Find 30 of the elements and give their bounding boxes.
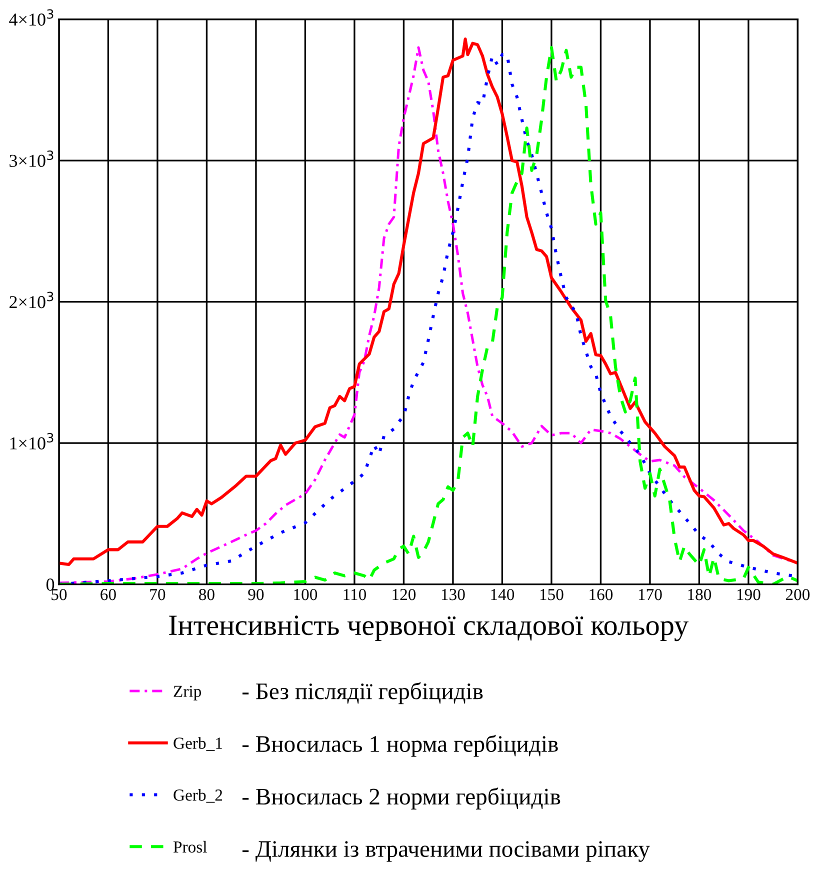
x-tick-label: 100 — [294, 588, 318, 600]
legend-label: Gerb_1 — [174, 737, 222, 751]
legend-label: Prosl — [173, 840, 207, 853]
x-tick-label: 60 — [100, 588, 116, 600]
text: - Вносилась 2 норми гербіцидів — [242, 788, 560, 810]
y-tick-label: 3×10$^{3}$ — [10, 150, 54, 167]
y-tick-label: 4×10$^{3}$ — [9, 9, 54, 26]
text: - Вносилась 1 норма гербіцидів — [242, 734, 558, 757]
x-tick-label: 110 — [344, 588, 366, 600]
x-tick-label: 170 — [638, 588, 662, 600]
x-tick-label: 120 — [392, 588, 416, 600]
legend-label: Zrip — [174, 686, 202, 700]
x-tick-label: 70 — [150, 588, 166, 600]
x-tick-label: 80 — [199, 588, 214, 600]
x-tick-label: 140 — [491, 588, 514, 600]
y-tick-label: 2×10$^{3}$ — [10, 292, 54, 308]
y-tick-label: 0 — [46, 578, 54, 591]
x-tick-label: 130 — [442, 588, 465, 600]
x-tick-label: 200 — [786, 588, 810, 600]
text: - Ділянки із втраченими посівами ріпаку — [242, 841, 650, 862]
x-tick-label: 90 — [248, 588, 264, 600]
x-tick-label: 190 — [737, 588, 760, 600]
legend-label: Gerb_2 — [174, 789, 222, 803]
x-axis-title: Інтенсивність червоної складової кольору — [169, 616, 689, 642]
text: - Без післядії гербіцидів — [242, 682, 483, 704]
x-tick-label: 160 — [590, 588, 613, 600]
x-tick-label: 50 — [52, 588, 67, 600]
y-tick-label: 1×10$^{3}$ — [10, 432, 54, 450]
x-tick-label: 180 — [688, 588, 712, 600]
x-tick-label: 150 — [540, 588, 564, 600]
